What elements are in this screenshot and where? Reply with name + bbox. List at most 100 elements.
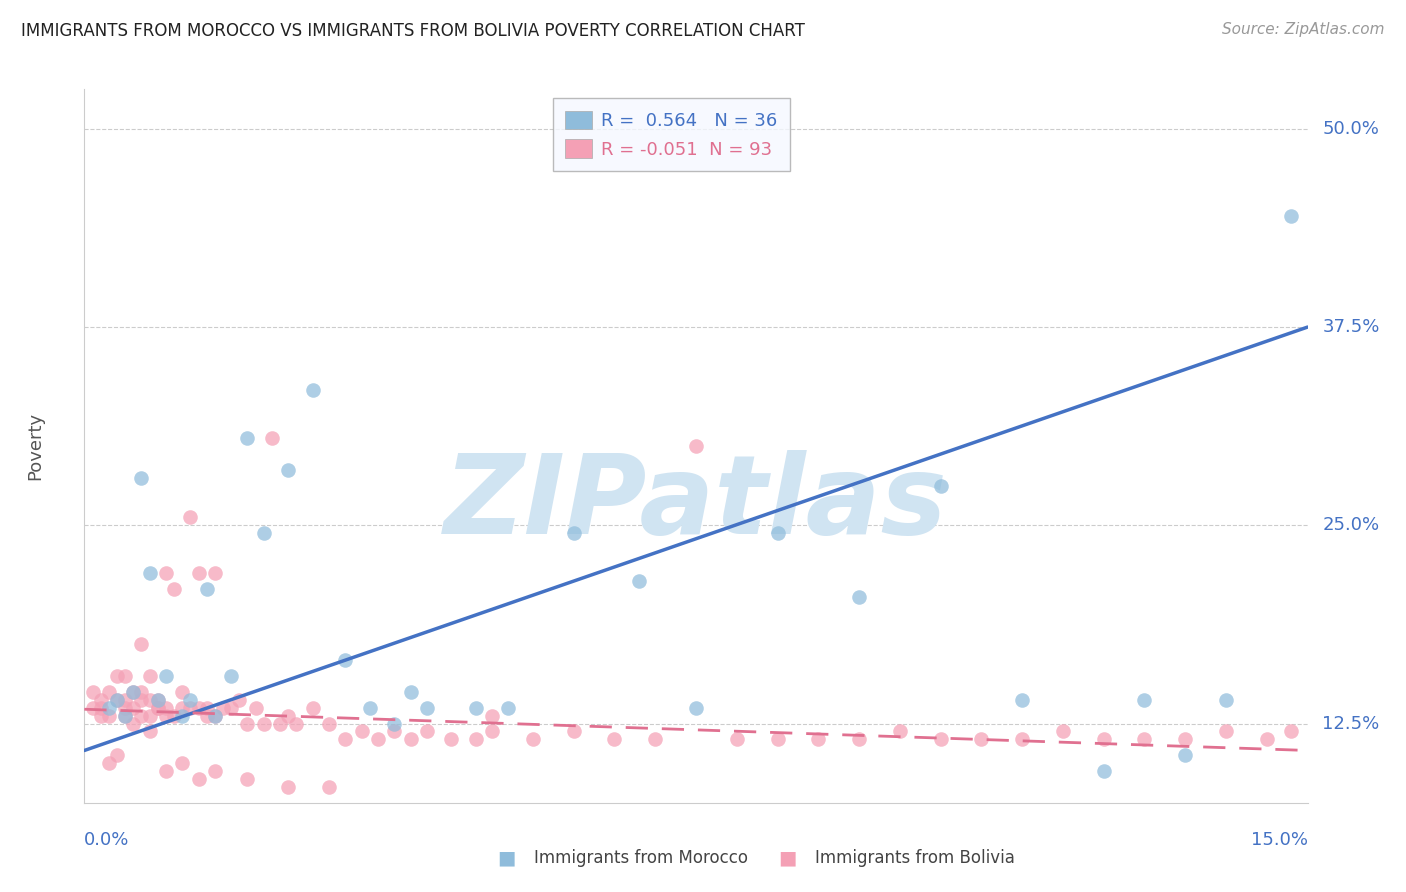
- Point: [204, 708, 226, 723]
- Point: [277, 463, 299, 477]
- Point: [131, 685, 153, 699]
- Point: [195, 700, 218, 714]
- Point: [848, 732, 870, 747]
- Point: [603, 732, 626, 747]
- Point: [236, 772, 259, 786]
- Point: [179, 692, 201, 706]
- Point: [195, 708, 218, 723]
- Point: [82, 685, 104, 699]
- Point: [522, 732, 544, 747]
- Point: [138, 708, 160, 723]
- Point: [1133, 692, 1156, 706]
- Point: [146, 700, 169, 714]
- Point: [138, 669, 160, 683]
- Point: [131, 692, 153, 706]
- Point: [766, 526, 789, 541]
- Point: [114, 708, 136, 723]
- Point: [105, 669, 128, 683]
- Point: [481, 724, 503, 739]
- Point: [1011, 692, 1033, 706]
- Point: [807, 732, 830, 747]
- Point: [204, 708, 226, 723]
- Point: [562, 724, 585, 739]
- Point: [90, 708, 112, 723]
- Text: 12.5%: 12.5%: [1322, 714, 1379, 732]
- Point: [1052, 724, 1074, 739]
- Point: [399, 685, 422, 699]
- Point: [416, 724, 439, 739]
- Point: [1215, 724, 1237, 739]
- Point: [228, 692, 250, 706]
- Point: [105, 692, 128, 706]
- Point: [929, 478, 952, 492]
- Point: [97, 708, 120, 723]
- Point: [350, 724, 373, 739]
- Text: ■: ■: [496, 848, 516, 868]
- Point: [498, 700, 520, 714]
- Point: [155, 566, 177, 580]
- Point: [204, 764, 226, 778]
- Point: [269, 716, 291, 731]
- Point: [685, 439, 707, 453]
- Point: [929, 732, 952, 747]
- Point: [122, 700, 145, 714]
- Point: [82, 700, 104, 714]
- Point: [481, 708, 503, 723]
- Point: [685, 700, 707, 714]
- Point: [114, 708, 136, 723]
- Point: [97, 700, 120, 714]
- Text: ■: ■: [778, 848, 797, 868]
- Point: [236, 716, 259, 731]
- Point: [131, 637, 153, 651]
- Point: [163, 582, 186, 596]
- Point: [301, 700, 323, 714]
- Point: [105, 692, 128, 706]
- Point: [236, 431, 259, 445]
- Point: [155, 764, 177, 778]
- Point: [1174, 748, 1197, 763]
- Point: [97, 685, 120, 699]
- Point: [848, 590, 870, 604]
- Text: ZIPatlas: ZIPatlas: [444, 450, 948, 557]
- Point: [138, 692, 160, 706]
- Point: [416, 700, 439, 714]
- Point: [179, 700, 201, 714]
- Point: [1279, 724, 1302, 739]
- Text: 25.0%: 25.0%: [1322, 516, 1379, 534]
- Text: IMMIGRANTS FROM MOROCCO VS IMMIGRANTS FROM BOLIVIA POVERTY CORRELATION CHART: IMMIGRANTS FROM MOROCCO VS IMMIGRANTS FR…: [21, 22, 806, 40]
- Point: [253, 716, 276, 731]
- Text: 0.0%: 0.0%: [84, 831, 129, 849]
- Point: [627, 574, 650, 588]
- Point: [318, 780, 340, 794]
- Point: [440, 732, 463, 747]
- Point: [1215, 692, 1237, 706]
- Point: [105, 748, 128, 763]
- Point: [187, 566, 209, 580]
- Point: [138, 566, 160, 580]
- Point: [1092, 732, 1115, 747]
- Point: [155, 708, 177, 723]
- Text: 37.5%: 37.5%: [1322, 318, 1379, 336]
- Point: [562, 526, 585, 541]
- Point: [146, 692, 169, 706]
- Point: [97, 756, 120, 771]
- Point: [114, 700, 136, 714]
- Point: [122, 685, 145, 699]
- Point: [335, 653, 357, 667]
- Point: [1279, 209, 1302, 223]
- Point: [1174, 732, 1197, 747]
- Point: [318, 716, 340, 731]
- Point: [204, 566, 226, 580]
- Text: Immigrants from Bolivia: Immigrants from Bolivia: [815, 849, 1015, 867]
- Point: [382, 716, 405, 731]
- Point: [382, 724, 405, 739]
- Point: [172, 700, 194, 714]
- Point: [970, 732, 993, 747]
- Legend: R =  0.564   N = 36, R = -0.051  N = 93: R = 0.564 N = 36, R = -0.051 N = 93: [553, 98, 790, 171]
- Text: 50.0%: 50.0%: [1322, 120, 1379, 138]
- Point: [90, 700, 112, 714]
- Point: [114, 692, 136, 706]
- Point: [163, 708, 186, 723]
- Point: [155, 669, 177, 683]
- Point: [359, 700, 381, 714]
